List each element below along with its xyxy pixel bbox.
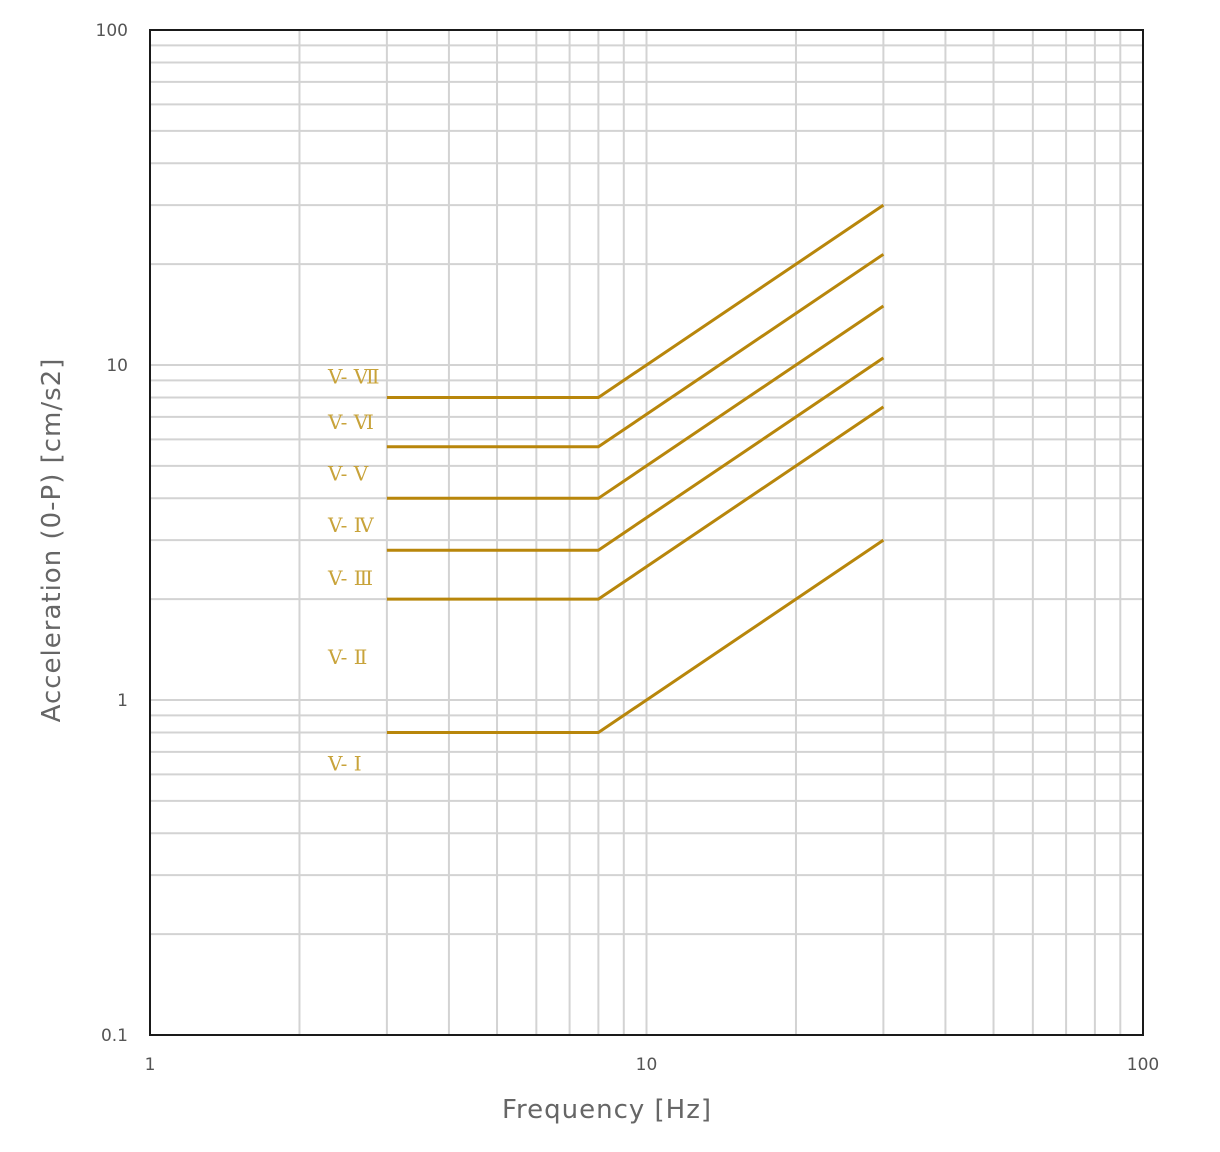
series-label: V- Ⅲ — [327, 566, 373, 590]
series-label: V- Ⅴ — [327, 461, 369, 485]
series-line — [386, 203, 885, 399]
y-tick-label: 0.1 — [101, 1026, 128, 1046]
x-tick-label: 100 — [1127, 1055, 1159, 1075]
series-line — [386, 405, 885, 601]
y-tick-label: 10 — [106, 356, 128, 376]
series-label: V- Ⅶ — [327, 364, 380, 388]
x-axis-title: Frequency [Hz] — [502, 1095, 712, 1125]
series-line — [386, 253, 885, 449]
y-tick-label: 100 — [96, 21, 128, 41]
y-tick-label: 1 — [117, 691, 128, 711]
x-tick-labels: 1 10 100 — [145, 1055, 1160, 1075]
x-tick-label: 10 — [636, 1055, 658, 1075]
y-tick-labels: 0.1 1 10 100 — [96, 21, 128, 1046]
series-group — [386, 203, 885, 734]
grid — [150, 30, 1143, 1035]
series-label: V- Ⅳ — [327, 513, 375, 537]
y-axis-title: Acceleration (0-P) [cm/s2] — [37, 358, 67, 723]
plot-frame — [149, 29, 1144, 1036]
series-label: V- Ⅱ — [327, 645, 367, 669]
series-line — [386, 538, 885, 734]
series-line — [386, 304, 885, 500]
series-label: V- Ⅰ — [327, 751, 362, 775]
series-label: V- Ⅵ — [327, 410, 374, 434]
series-line — [386, 356, 885, 552]
x-tick-label: 1 — [145, 1055, 156, 1075]
series-labels: V- Ⅰ V- Ⅱ V- Ⅲ V- Ⅳ V- Ⅴ V- Ⅵ V- Ⅶ — [327, 364, 380, 775]
